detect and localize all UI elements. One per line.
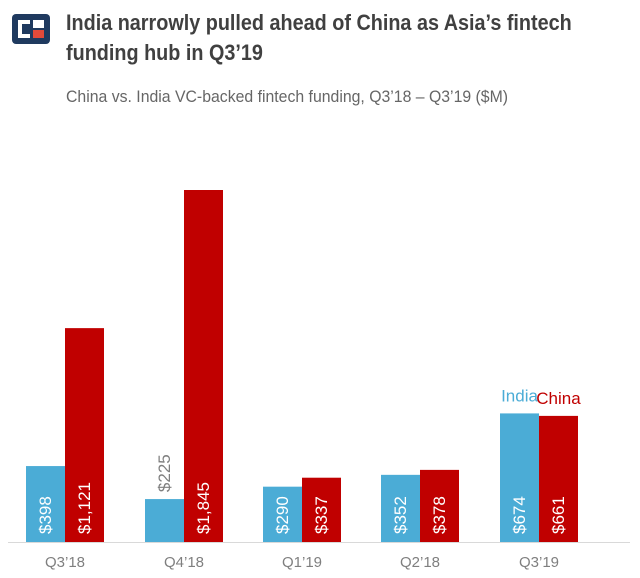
india-bar-3	[263, 486, 302, 542]
chart-subtitle: China vs. India VC-backed fintech fundin…	[66, 87, 509, 106]
china-bar-5	[539, 415, 578, 542]
china-value-label-5: $661	[549, 496, 568, 534]
china-bar-1	[65, 328, 104, 542]
china-bar-4	[420, 469, 459, 542]
china-value-label-1: $1,121	[75, 482, 94, 534]
china-value-label-3: $337	[312, 496, 331, 534]
india-value-label-3: $290	[273, 496, 292, 534]
title-line-1: India narrowly pulled ahead of China as …	[66, 10, 572, 35]
china-bar-3	[302, 477, 341, 542]
legend-india: India	[501, 386, 538, 405]
x-tick-label-4: Q2’18	[400, 554, 440, 571]
india-bar-1	[26, 466, 65, 542]
x-tick-label-5: Q3’19	[519, 554, 559, 571]
india-value-label-5: $674	[510, 496, 529, 534]
india-bar-4	[381, 474, 420, 542]
x-tick-label-1: Q3’18	[45, 554, 85, 571]
india-value-label-1: $398	[36, 496, 55, 534]
india-bar-5	[500, 413, 539, 542]
x-tick-label-2: Q4’18	[164, 554, 204, 571]
x-tick-label-3: Q1’19	[282, 554, 322, 571]
india-value-label-2: $225	[155, 454, 174, 492]
legend-china: China	[536, 389, 581, 408]
india-bar-2	[145, 499, 184, 542]
china-value-label-4: $378	[430, 496, 449, 534]
india-value-label-4: $352	[391, 496, 410, 534]
china-value-label-2: $1,845	[194, 482, 213, 534]
cb-insights-logo-icon	[12, 14, 50, 44]
china-bar-2	[184, 190, 223, 542]
chart-title: India narrowly pulled ahead of China as …	[66, 8, 572, 68]
title-line-2: funding hub in Q3’19	[66, 40, 263, 65]
